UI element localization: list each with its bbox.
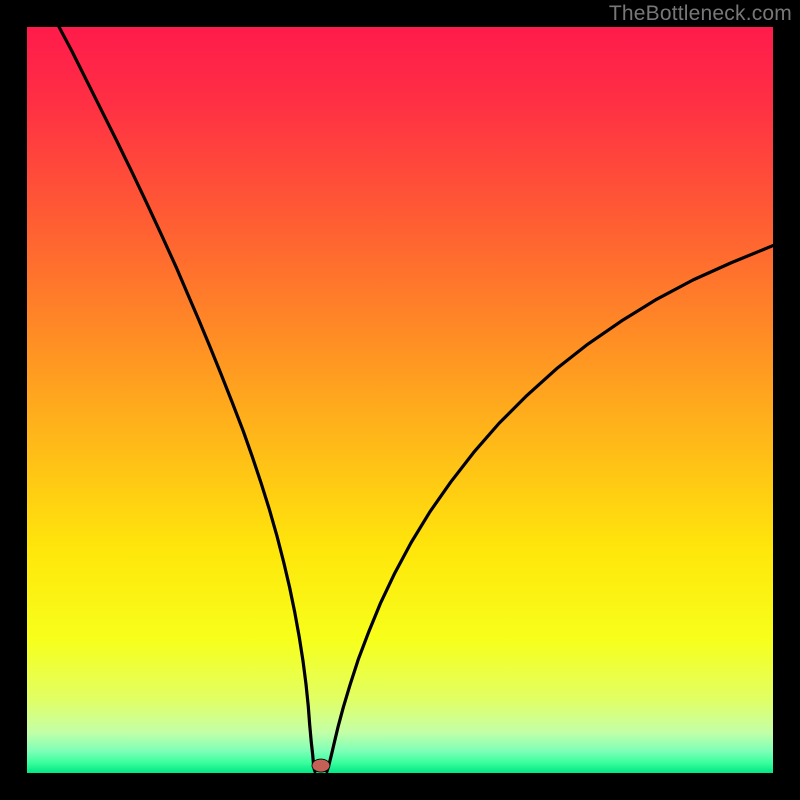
plot-background: [27, 27, 773, 773]
chart-container: TheBottleneck.com: [0, 0, 800, 800]
watermark-text: TheBottleneck.com: [609, 2, 792, 26]
bottleneck-chart: [0, 0, 800, 800]
bottleneck-marker: [312, 759, 330, 772]
